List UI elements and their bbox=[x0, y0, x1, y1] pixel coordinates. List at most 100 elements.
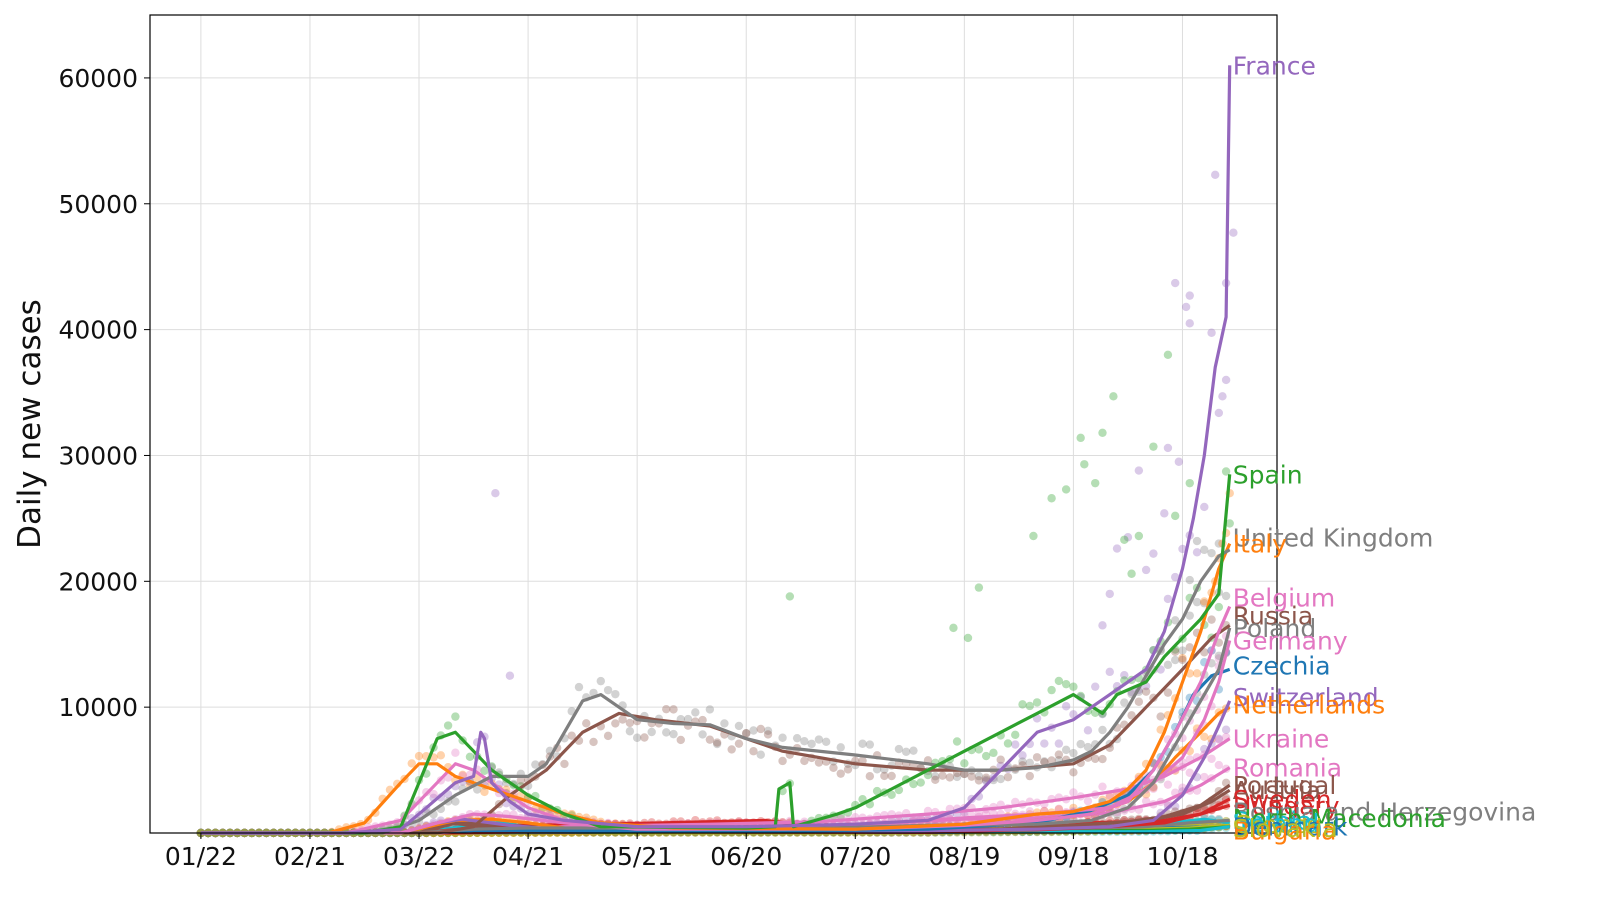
y-axis-title: Daily new cases bbox=[12, 299, 48, 549]
extra-point-0-11 bbox=[1174, 457, 1184, 466]
point-2-270 bbox=[1178, 646, 1187, 655]
point-1-190 bbox=[887, 790, 896, 799]
point-2-70 bbox=[451, 797, 460, 806]
point-2-114 bbox=[611, 689, 620, 699]
point-2-154 bbox=[756, 750, 765, 759]
point-0-232 bbox=[1040, 739, 1049, 748]
point-11-244 bbox=[1083, 796, 1093, 806]
point-5-88 bbox=[516, 776, 526, 785]
y-tick-label-2: 30000 bbox=[58, 441, 138, 470]
point-5-278 bbox=[1207, 615, 1216, 624]
extra-point-1-15 bbox=[1149, 442, 1158, 451]
series-label-11: Ukraine bbox=[1233, 725, 1330, 754]
extra-point-1-18 bbox=[1185, 478, 1194, 488]
point-5-236 bbox=[1054, 750, 1064, 759]
point-2-244 bbox=[1083, 742, 1093, 752]
point-1-198 bbox=[916, 778, 925, 787]
daily-points bbox=[196, 170, 1238, 838]
point-2-148 bbox=[734, 721, 744, 731]
extra-point-2-4 bbox=[1171, 616, 1180, 625]
point-0-276 bbox=[1200, 502, 1209, 512]
point-0-226 bbox=[1018, 751, 1027, 760]
extra-point-0-16 bbox=[1112, 544, 1122, 553]
point-2-160 bbox=[778, 733, 787, 742]
point-2-128 bbox=[662, 728, 671, 737]
point-5-188 bbox=[880, 771, 889, 781]
point-5-160 bbox=[778, 756, 787, 766]
point-5-116 bbox=[618, 715, 627, 724]
extra-point-0-4 bbox=[1181, 302, 1191, 312]
point-5-176 bbox=[836, 769, 845, 778]
extra-point-1-14 bbox=[1134, 531, 1144, 541]
point-0-224 bbox=[1011, 740, 1020, 749]
point-0-236 bbox=[1054, 739, 1064, 748]
point-5-246 bbox=[1091, 754, 1100, 763]
point-2-238 bbox=[1061, 745, 1071, 755]
point-5-156 bbox=[763, 730, 773, 739]
point-3-276 bbox=[1200, 597, 1209, 606]
extra-point-1-11 bbox=[1109, 392, 1118, 401]
point-3-78 bbox=[480, 787, 489, 797]
x-tick-label-0: 01/22 bbox=[165, 842, 237, 871]
point-1-186 bbox=[872, 786, 882, 796]
point-2-156 bbox=[763, 726, 773, 736]
point-1-196 bbox=[909, 779, 918, 789]
extra-point-0-5 bbox=[1221, 375, 1231, 385]
point-2-220 bbox=[996, 774, 1005, 784]
point-11-278 bbox=[1207, 754, 1216, 763]
point-0-268 bbox=[1171, 572, 1180, 582]
point-5-206 bbox=[945, 773, 955, 782]
extra-point-0-9 bbox=[1185, 319, 1194, 328]
extra-point-0-10 bbox=[1163, 443, 1173, 453]
point-2-210 bbox=[960, 769, 969, 779]
point-5-264 bbox=[1156, 712, 1165, 721]
point-0-250 bbox=[1105, 667, 1114, 677]
point-11-280 bbox=[1214, 735, 1224, 744]
series-label-16: Hungary bbox=[1233, 791, 1340, 820]
point-1-282 bbox=[1221, 467, 1231, 476]
point-2-268 bbox=[1171, 655, 1180, 665]
point-5-240 bbox=[1069, 768, 1078, 777]
extra-point-1-9 bbox=[1091, 478, 1100, 488]
point-5-150 bbox=[742, 728, 751, 738]
series-label-13: Portugal bbox=[1233, 771, 1337, 800]
x-axis: 01/22 02/21 03/22 04/21 05/21 06/20 07/20 08/19… bbox=[165, 833, 1219, 871]
point-5-184 bbox=[865, 771, 875, 781]
series-line-1 bbox=[200, 474, 1232, 835]
extra-point-1-13 bbox=[1127, 569, 1136, 578]
point-5-114 bbox=[611, 719, 620, 728]
point-5-100 bbox=[560, 759, 569, 769]
point-2-164 bbox=[792, 733, 802, 743]
point-5-118 bbox=[625, 718, 635, 728]
point-2-140 bbox=[705, 705, 715, 714]
point-5-272 bbox=[1185, 643, 1194, 652]
point-11-248 bbox=[1098, 782, 1107, 791]
point-1-68 bbox=[443, 721, 453, 730]
point-0-230 bbox=[1032, 714, 1042, 723]
y-tick-label-0: 10000 bbox=[58, 693, 138, 722]
point-2-278 bbox=[1207, 548, 1216, 558]
point-1-210 bbox=[960, 759, 969, 768]
point-5-248 bbox=[1098, 754, 1107, 764]
point-5-122 bbox=[640, 733, 649, 742]
point-0-274 bbox=[1192, 548, 1202, 557]
extra-point-0-13 bbox=[1149, 549, 1158, 558]
extra-point-0-19 bbox=[1098, 621, 1107, 630]
x-tick-label-7: 08/19 bbox=[928, 842, 1000, 871]
point-2-172 bbox=[822, 737, 831, 746]
point-5-112 bbox=[603, 731, 613, 741]
point-2-118 bbox=[625, 727, 635, 736]
point-1-214 bbox=[974, 745, 984, 754]
point-5-132 bbox=[676, 735, 685, 745]
point-3-60 bbox=[414, 751, 424, 761]
point-2-228 bbox=[1025, 758, 1034, 768]
extra-point-1-5 bbox=[1047, 494, 1056, 503]
point-5-210 bbox=[960, 769, 969, 779]
extra-point-1-3 bbox=[974, 583, 984, 592]
x-tick-label-6: 07/20 bbox=[819, 842, 891, 871]
point-3-66 bbox=[436, 751, 446, 760]
extra-point-0-8 bbox=[1210, 170, 1220, 180]
x-tick-label-5: 06/20 bbox=[710, 842, 782, 871]
series-label-3: Italy bbox=[1233, 530, 1287, 559]
point-2-274 bbox=[1192, 597, 1202, 607]
